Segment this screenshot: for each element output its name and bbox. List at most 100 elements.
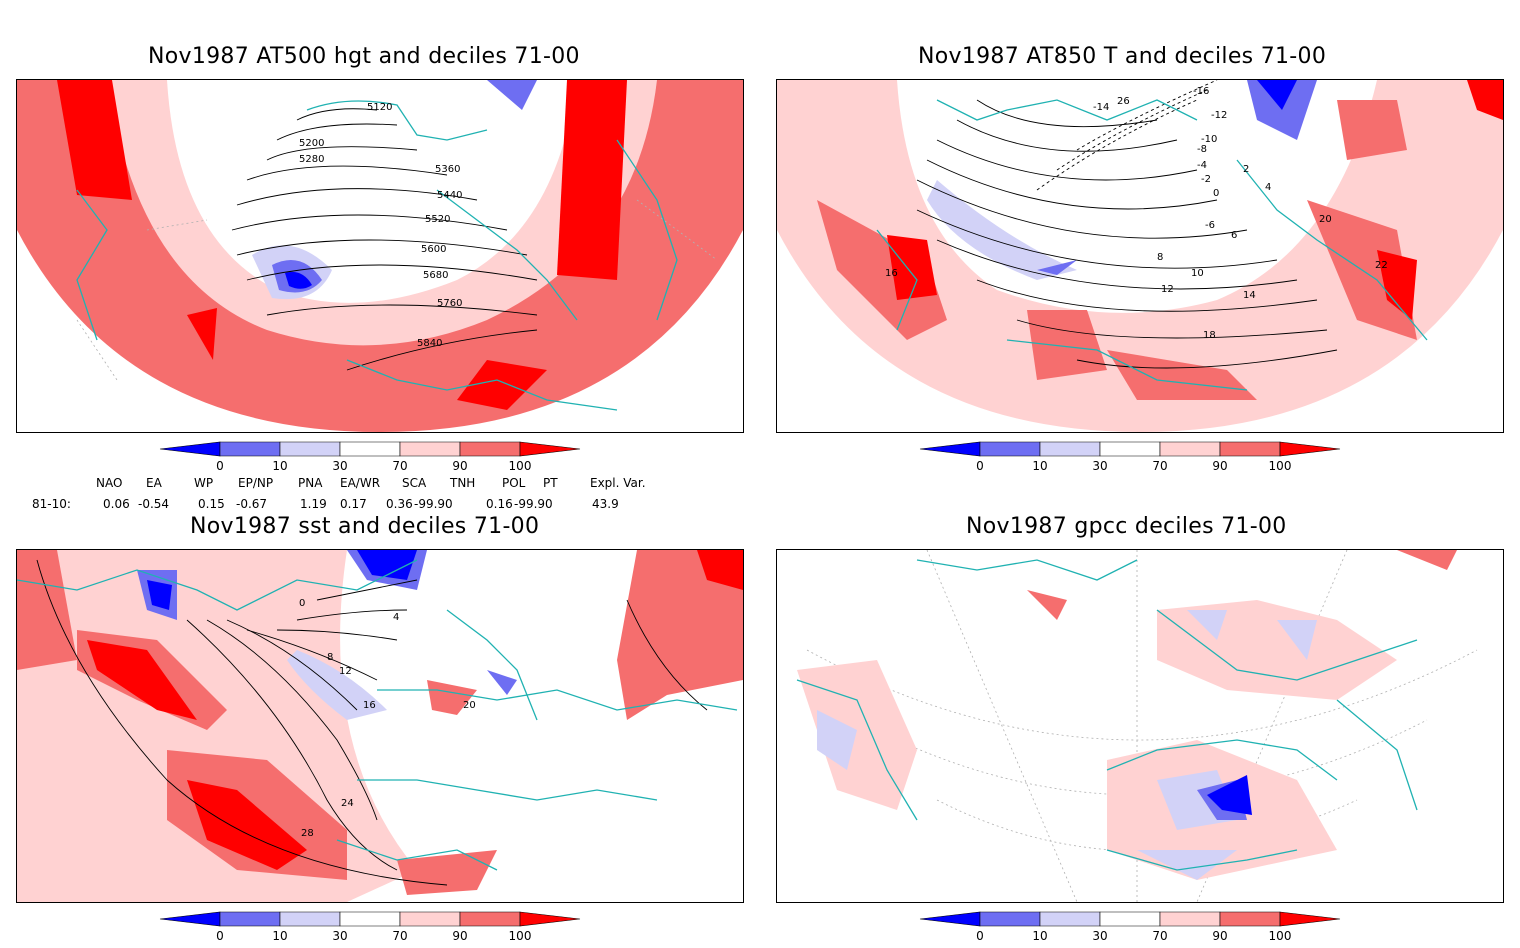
index-header: EA bbox=[146, 476, 162, 490]
index-header: NAO bbox=[96, 476, 123, 490]
contour-label: 24 bbox=[341, 798, 354, 809]
index-value: -0.54 bbox=[138, 497, 170, 511]
colorbar-swatch bbox=[1099, 441, 1161, 457]
colorbar-swatch bbox=[279, 911, 341, 927]
contour-label: 16 bbox=[363, 700, 376, 711]
contour-label: 5760 bbox=[437, 298, 462, 309]
contour-label: 10 bbox=[1191, 268, 1204, 279]
contour-label: 28 bbox=[301, 828, 314, 839]
colorbar-p3: 0 10 30 70 90 100 bbox=[159, 911, 581, 948]
colorbar-p2: 0 10 30 70 90 100 bbox=[919, 441, 1341, 478]
colorbar-swatch bbox=[1219, 441, 1281, 457]
contour-label: 8 bbox=[1157, 252, 1163, 263]
colorbar-graphic: 0 10 30 70 90 100 bbox=[919, 441, 1341, 473]
index-value: 1.19 bbox=[300, 497, 327, 511]
contour-label: 26 bbox=[1117, 96, 1130, 107]
contour-label: 2 bbox=[1243, 164, 1249, 175]
contour-label: 5680 bbox=[423, 270, 448, 281]
contour-label: 5200 bbox=[299, 138, 324, 149]
colorbar-swatch bbox=[519, 911, 581, 927]
contour-label: -8 bbox=[1197, 144, 1207, 155]
panel-title-at850: Nov1987 AT850 T and deciles 71-00 bbox=[918, 44, 1327, 69]
colorbar-swatch bbox=[1099, 911, 1161, 927]
colorbar-tick-label: 90 bbox=[452, 929, 467, 943]
index-header: EA/WR bbox=[340, 476, 381, 490]
colorbar-graphic: 0 10 30 70 90 100 bbox=[919, 911, 1341, 943]
contour-label: 0 bbox=[299, 598, 305, 609]
contour-label: -6 bbox=[1205, 220, 1215, 231]
contour-label: 12 bbox=[339, 666, 352, 677]
colorbar-swatch bbox=[979, 911, 1041, 927]
colorbar-swatch bbox=[219, 441, 281, 457]
colorbar-swatch bbox=[1039, 911, 1101, 927]
map-sst: 0 4 8 12 16 20 24 28 bbox=[16, 549, 744, 903]
colorbar-tick-label: 0 bbox=[216, 929, 224, 943]
colorbar-tick-label: 100 bbox=[1269, 459, 1292, 473]
index-value: -99.90 bbox=[414, 497, 453, 511]
index-value: -99.90 bbox=[514, 497, 553, 511]
colorbar-swatch bbox=[1039, 441, 1101, 457]
colorbar-swatch bbox=[1159, 441, 1221, 457]
colorbar-tick-label: 0 bbox=[976, 929, 984, 943]
colorbar-tick-label: 30 bbox=[332, 929, 347, 943]
colorbar-swatch bbox=[159, 911, 221, 927]
index-value: 43.9 bbox=[592, 497, 619, 511]
colorbar-tick-label: 70 bbox=[1152, 929, 1167, 943]
contour-label: 5600 bbox=[421, 244, 446, 255]
colorbar-swatch bbox=[919, 911, 981, 927]
colorbar-tick-label: 100 bbox=[509, 459, 532, 473]
index-row-label: 81-10: bbox=[32, 497, 71, 511]
index-header: SCA bbox=[402, 476, 427, 490]
contour-label: 5120 bbox=[367, 102, 392, 113]
colorbar-tick-label: 30 bbox=[332, 459, 347, 473]
index-value: 0.16 bbox=[486, 497, 513, 511]
contour-label: -14 bbox=[1093, 102, 1109, 113]
colorbar-swatch bbox=[519, 441, 581, 457]
colorbar-graphic: 0 10 30 70 90 100 bbox=[159, 911, 581, 943]
colorbar-tick-label: 100 bbox=[509, 929, 532, 943]
contour-label: 5840 bbox=[417, 338, 442, 349]
colorbar-swatch bbox=[399, 441, 461, 457]
panel-title-sst: Nov1987 sst and deciles 71-00 bbox=[190, 514, 540, 539]
colorbar-swatch bbox=[339, 911, 401, 927]
colorbar-tick-label: 90 bbox=[1212, 459, 1227, 473]
index-header: PNA bbox=[298, 476, 323, 490]
contour-label: 16 bbox=[885, 268, 898, 279]
colorbar-swatch bbox=[1279, 441, 1341, 457]
contour-label: 4 bbox=[393, 612, 399, 623]
colorbar-tick-label: 10 bbox=[1032, 929, 1047, 943]
colorbar-tick-label: 70 bbox=[392, 459, 407, 473]
colorbar-swatch bbox=[459, 441, 521, 457]
index-value: 0.17 bbox=[340, 497, 367, 511]
contour-label: 6 bbox=[1231, 230, 1237, 241]
colorbar-tick-label: 70 bbox=[1152, 459, 1167, 473]
panel-title-gpcc: Nov1987 gpcc deciles 71-00 bbox=[966, 514, 1287, 539]
index-header: WP bbox=[194, 476, 214, 490]
colorbar-swatch bbox=[219, 911, 281, 927]
contour-label: 5360 bbox=[435, 164, 460, 175]
colorbar-tick-label: 30 bbox=[1092, 929, 1107, 943]
contour-label: 20 bbox=[463, 700, 476, 711]
contour-label: 22 bbox=[1375, 260, 1388, 271]
contour-label: 5440 bbox=[437, 190, 462, 201]
colorbar-tick-label: 30 bbox=[1092, 459, 1107, 473]
contour-label: -12 bbox=[1211, 110, 1227, 121]
index-value: -0.67 bbox=[236, 497, 268, 511]
colorbar-tick-label: 0 bbox=[216, 459, 224, 473]
contour-label: 4 bbox=[1265, 182, 1271, 193]
colorbar-tick-label: 10 bbox=[272, 929, 287, 943]
colorbar-tick-label: 100 bbox=[1269, 929, 1292, 943]
colorbar-tick-label: 70 bbox=[392, 929, 407, 943]
map-at500-hgt: 5120 5200 5280 5360 5440 5520 5600 5680 … bbox=[16, 79, 744, 433]
index-value: 0.15 bbox=[198, 497, 225, 511]
map-gpcc-precipitation bbox=[776, 549, 1504, 903]
colorbar-graphic: 0 10 30 70 90 100 bbox=[159, 441, 581, 473]
contour-label: -16 bbox=[1193, 86, 1209, 97]
index-header: EP/NP bbox=[238, 476, 274, 490]
contour-label: 0 bbox=[1213, 188, 1219, 199]
colorbar-p4: 0 10 30 70 90 100 bbox=[919, 911, 1341, 948]
contour-label: -4 bbox=[1197, 160, 1207, 171]
map-at850-temperature: -16 -14 -12 -10 -8 -6 -4 -2 0 2 4 6 8 10… bbox=[776, 79, 1504, 433]
contour-label: 20 bbox=[1319, 214, 1332, 225]
colorbar-swatch bbox=[459, 911, 521, 927]
